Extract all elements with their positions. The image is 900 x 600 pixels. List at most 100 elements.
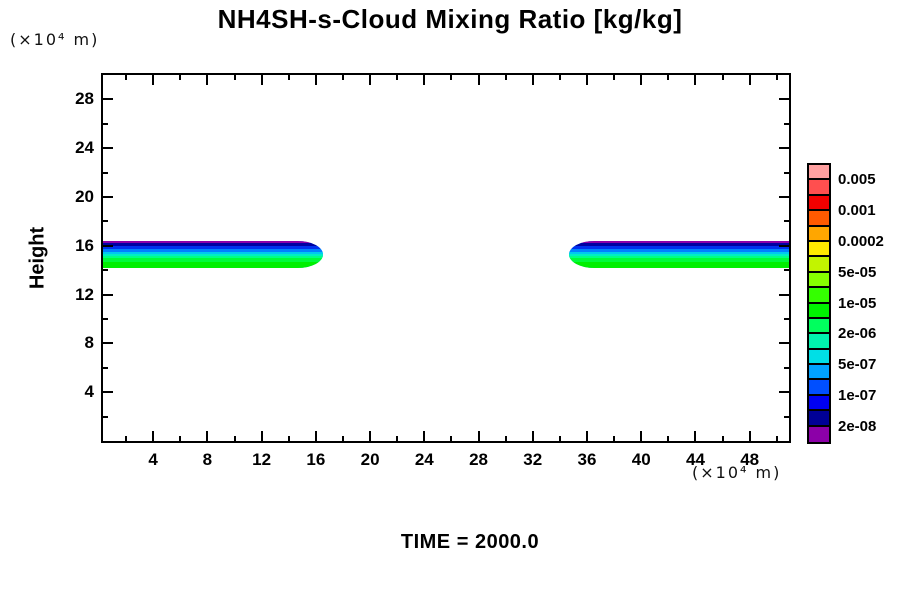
x-tick-label: 12 [252, 450, 272, 469]
x-axis-major-tick [531, 431, 534, 441]
colorbar-swatch [809, 334, 829, 350]
y-axis-minor-tick [103, 269, 108, 272]
colorbar-label: 1e-05 [838, 294, 877, 312]
y-tick-label: 24 [75, 138, 94, 158]
y-axis-minor-tick [103, 220, 108, 223]
y-axis-right-major-tick [779, 98, 789, 101]
cloud-contour-layer [103, 248, 323, 252]
x-axis-top-minor-tick [667, 75, 670, 80]
x-axis-top-major-tick [314, 75, 317, 85]
colorbar-swatch [809, 211, 829, 227]
colorbar-swatch [809, 303, 829, 319]
y-axis-right-major-tick [779, 244, 789, 247]
x-tick-label: 4 [148, 450, 158, 469]
colorbar-swatch [809, 272, 829, 289]
y-axis-right-major-tick [779, 391, 789, 394]
cloud-contour-layer [569, 251, 789, 254]
colorbar-label: 2e-08 [838, 417, 877, 435]
x-axis-top-major-tick [477, 75, 480, 85]
x-axis-top-major-tick [423, 75, 426, 85]
colorbar-label: 5e-05 [838, 263, 877, 281]
cloud-contour-layer [569, 255, 789, 258]
x-axis-top-major-tick [694, 75, 697, 85]
colorbar-swatch [809, 180, 829, 196]
y-axis-major-tick [103, 391, 113, 394]
cloud-contour-layer [103, 240, 323, 243]
colorbar [807, 163, 831, 445]
cloud-contour-layer [103, 255, 323, 258]
y-axis-major-tick [103, 342, 113, 345]
x-axis-top-major-tick [585, 75, 588, 85]
cloud-contour-layer [569, 245, 789, 249]
x-tick-label: 8 [202, 450, 213, 469]
plot-area [101, 73, 791, 443]
x-axis-major-tick [152, 431, 155, 441]
x-axis-top-major-tick [369, 75, 372, 85]
y-axis-minor-tick [103, 415, 108, 418]
cloud-contour-layer [569, 242, 789, 246]
x-axis-top-minor-tick [341, 75, 344, 80]
y-axis-major-tick [103, 196, 113, 198]
y-axis-right-major-tick [779, 196, 789, 198]
x-axis-major-tick [477, 431, 480, 441]
x-axis-top-major-tick [206, 75, 209, 85]
x-axis-minor-tick [450, 436, 453, 441]
y-axis-right-minor-tick [784, 366, 789, 369]
colorbar-label: 1e-07 [838, 387, 877, 404]
y-axis-right-major-tick [779, 147, 789, 150]
x-tick-label: 36 [577, 450, 597, 469]
x-axis-minor-tick [667, 436, 670, 441]
x-axis-major-tick [423, 431, 426, 441]
y-tick-label: 28 [75, 89, 94, 109]
x-axis-major-tick [640, 431, 643, 441]
x-axis-top-minor-tick [396, 75, 399, 80]
colorbar-label: 0.001 [838, 202, 876, 220]
y-axis-right-minor-tick [784, 220, 789, 223]
y-axis-major-tick [103, 147, 113, 150]
x-axis-minor-tick [396, 436, 399, 441]
x-axis-top-minor-tick [125, 75, 128, 80]
x-axis-top-minor-tick [504, 75, 507, 80]
x-tick-label: 20 [360, 450, 380, 469]
x-axis-major-tick [585, 431, 588, 441]
cloud-band [569, 240, 789, 268]
x-axis-minor-tick [287, 436, 290, 441]
x-axis-major-tick [206, 431, 209, 441]
x-axis-top-major-tick [260, 75, 263, 85]
colorbar-swatch [809, 411, 829, 427]
x-axis-unit-label: (×10⁴ m) [692, 463, 782, 482]
x-axis-minor-tick [125, 436, 128, 441]
cloud-contour-layer [103, 253, 323, 256]
colorbar-swatch [809, 165, 829, 181]
y-axis-minor-tick [103, 171, 108, 174]
colorbar-label: 5e-07 [838, 356, 877, 374]
x-axis-top-major-tick [748, 75, 751, 85]
y-axis-right-minor-tick [784, 269, 789, 272]
colorbar-swatch [809, 380, 829, 396]
colorbar-label: 2e-06 [838, 325, 877, 343]
y-axis-minor-tick [103, 318, 108, 320]
x-tick-label: 40 [631, 450, 651, 469]
cloud-contour-layer [569, 257, 789, 262]
cloud-contour-layer [569, 261, 789, 268]
y-axis-major-tick [103, 293, 113, 296]
x-axis-major-tick [314, 431, 317, 441]
cloud-contour-layer [103, 251, 323, 254]
y-tick-label: 20 [75, 187, 94, 206]
colorbar-swatch [809, 349, 829, 366]
chart-title: NH4SH-s-Cloud Mixing Ratio [kg/kg] [217, 4, 683, 34]
cloud-contour-layer [103, 257, 323, 262]
colorbar-swatch [809, 195, 829, 212]
colorbar-swatch [809, 365, 829, 381]
y-tick-label: 8 [84, 333, 94, 353]
x-tick-label: 28 [469, 450, 488, 469]
x-axis-minor-tick [613, 436, 616, 441]
y-tick-label: 12 [75, 284, 94, 304]
colorbar-swatch [809, 318, 829, 335]
x-axis-minor-tick [233, 436, 236, 441]
x-axis-minor-tick [341, 436, 344, 441]
x-axis-major-tick [369, 431, 372, 441]
y-axis-right-minor-tick [784, 318, 789, 320]
y-axis-right-major-tick [779, 293, 789, 296]
